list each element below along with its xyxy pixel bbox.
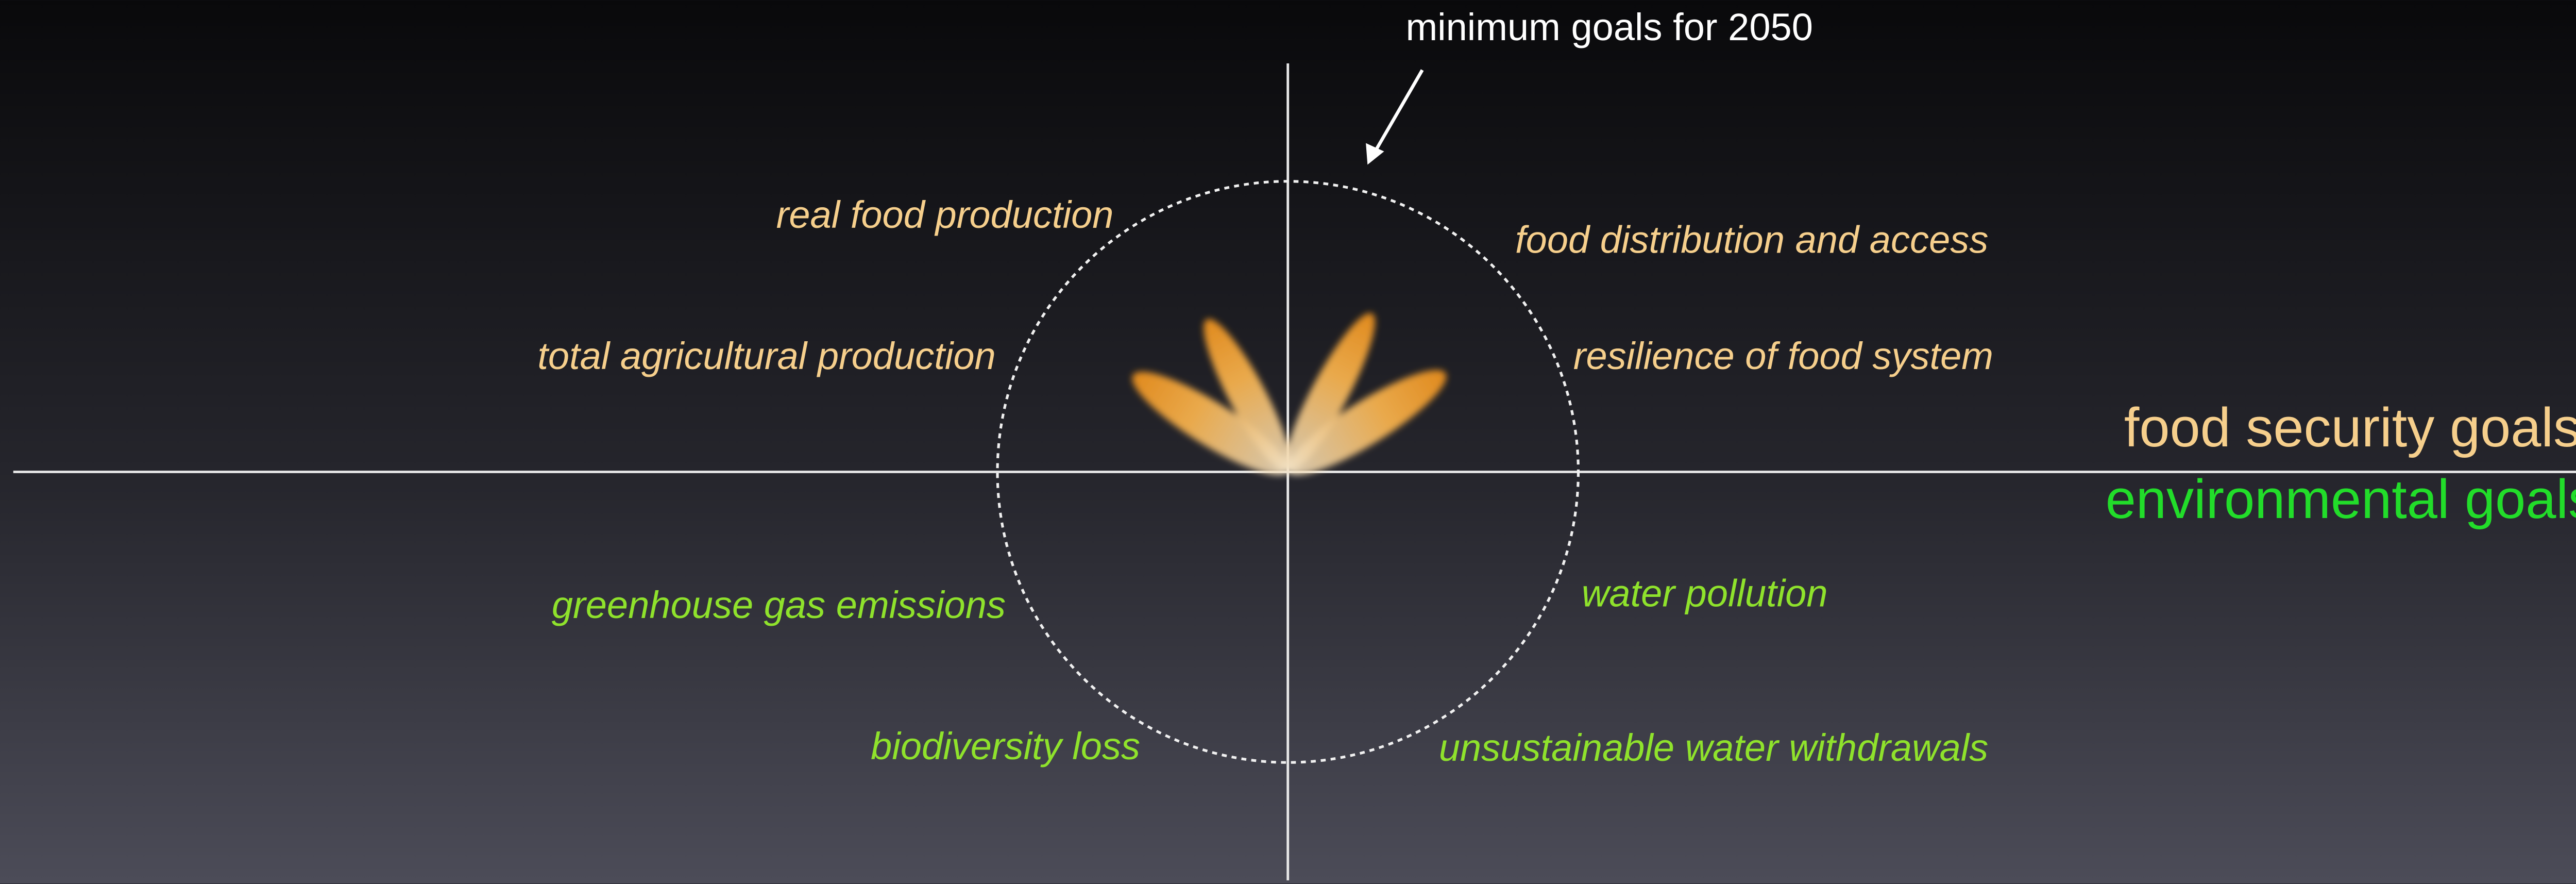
- goal-label: real food production: [776, 193, 1114, 236]
- slide: minimum goals for 2050 real food product…: [0, 0, 2576, 884]
- goal-label: total agricultural production: [537, 335, 995, 377]
- food-security-heading: food security goals: [2124, 397, 2576, 458]
- goal-label: greenhouse gas emissions: [552, 583, 1006, 626]
- environmental-heading: environmental goals: [2106, 469, 2576, 530]
- goal-label: unsustainable water withdrawals: [1439, 726, 1988, 769]
- annotation: minimum goals for 2050: [1405, 6, 1813, 48]
- goal-label: water pollution: [1582, 572, 1828, 615]
- goal-label: resilience of food system: [1573, 335, 1993, 377]
- goal-label: biodiversity loss: [871, 725, 1140, 768]
- goal-label: food distribution and access: [1515, 219, 1988, 261]
